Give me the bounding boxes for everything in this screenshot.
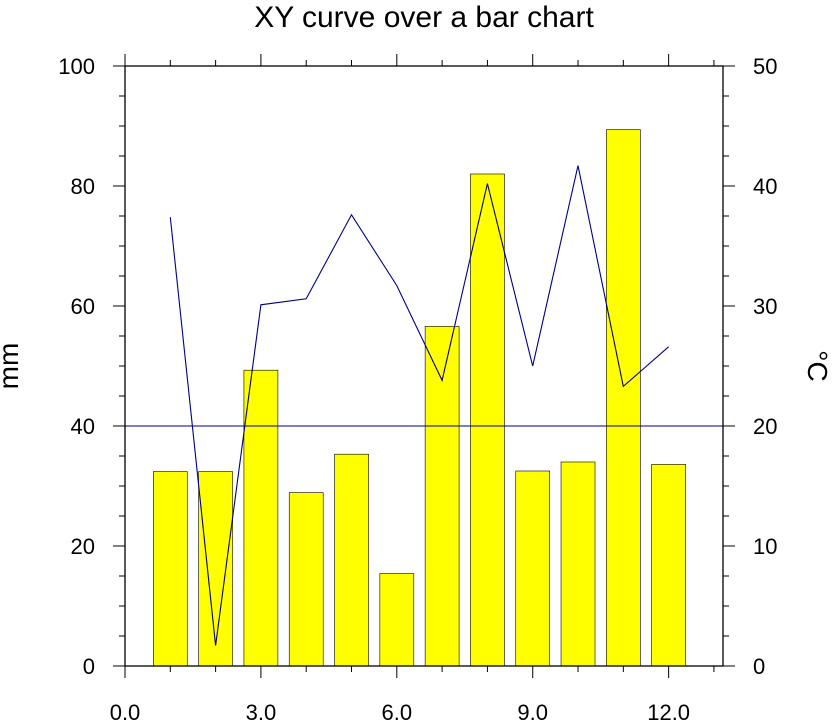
y-axis-left: 0 20 40 60 80 100 (58, 54, 125, 679)
bar-11 (606, 129, 641, 667)
x-tick-label: 6.0 (382, 700, 413, 722)
y-right-tick-label: 30 (753, 294, 777, 319)
x-tick-label: 12.0 (647, 700, 690, 722)
y-left-tick-label: 80 (71, 174, 95, 199)
bar-5 (334, 453, 369, 667)
y-left-tick-label: 0 (83, 654, 95, 679)
y-left-tick-label: 40 (71, 414, 95, 439)
x-tick-label: 0.0 (110, 700, 141, 722)
bar-3 (243, 369, 279, 667)
y-right-tick-label: 50 (753, 54, 777, 79)
y-left-tick-label: 60 (71, 294, 95, 319)
y-axis-left-label: mm (0, 343, 24, 390)
bar-6 (379, 573, 415, 667)
y-right-tick-label: 10 (753, 534, 777, 559)
bar-8 (470, 173, 505, 667)
bar-10 (560, 461, 596, 667)
y-right-tick-label: 40 (753, 174, 777, 199)
x-tick-label: 9.0 (517, 700, 548, 722)
y-axis-right-label: °C (802, 350, 833, 381)
xy-curve (169, 165, 669, 646)
bar-12 (651, 464, 686, 667)
y-right-tick-label: 0 (753, 654, 765, 679)
bar-7 (424, 326, 460, 667)
y-left-tick-label: 20 (71, 534, 95, 559)
bar-2 (198, 471, 233, 667)
y-right-tick-label: 20 (753, 414, 777, 439)
y-axis-right: 0 10 20 30 40 50 (723, 54, 777, 679)
line-series (169, 165, 669, 646)
x-tick-label: 3.0 (246, 700, 277, 722)
bar-4 (288, 492, 324, 667)
y-left-tick-label: 100 (58, 54, 95, 79)
bar-series (153, 129, 686, 667)
bar-9 (515, 470, 551, 667)
x-axis: 0.0 3.0 6.0 9.0 12.0 (110, 54, 715, 722)
chart-title: XY curve over a bar chart (254, 1, 594, 34)
bar-1 (153, 471, 188, 667)
